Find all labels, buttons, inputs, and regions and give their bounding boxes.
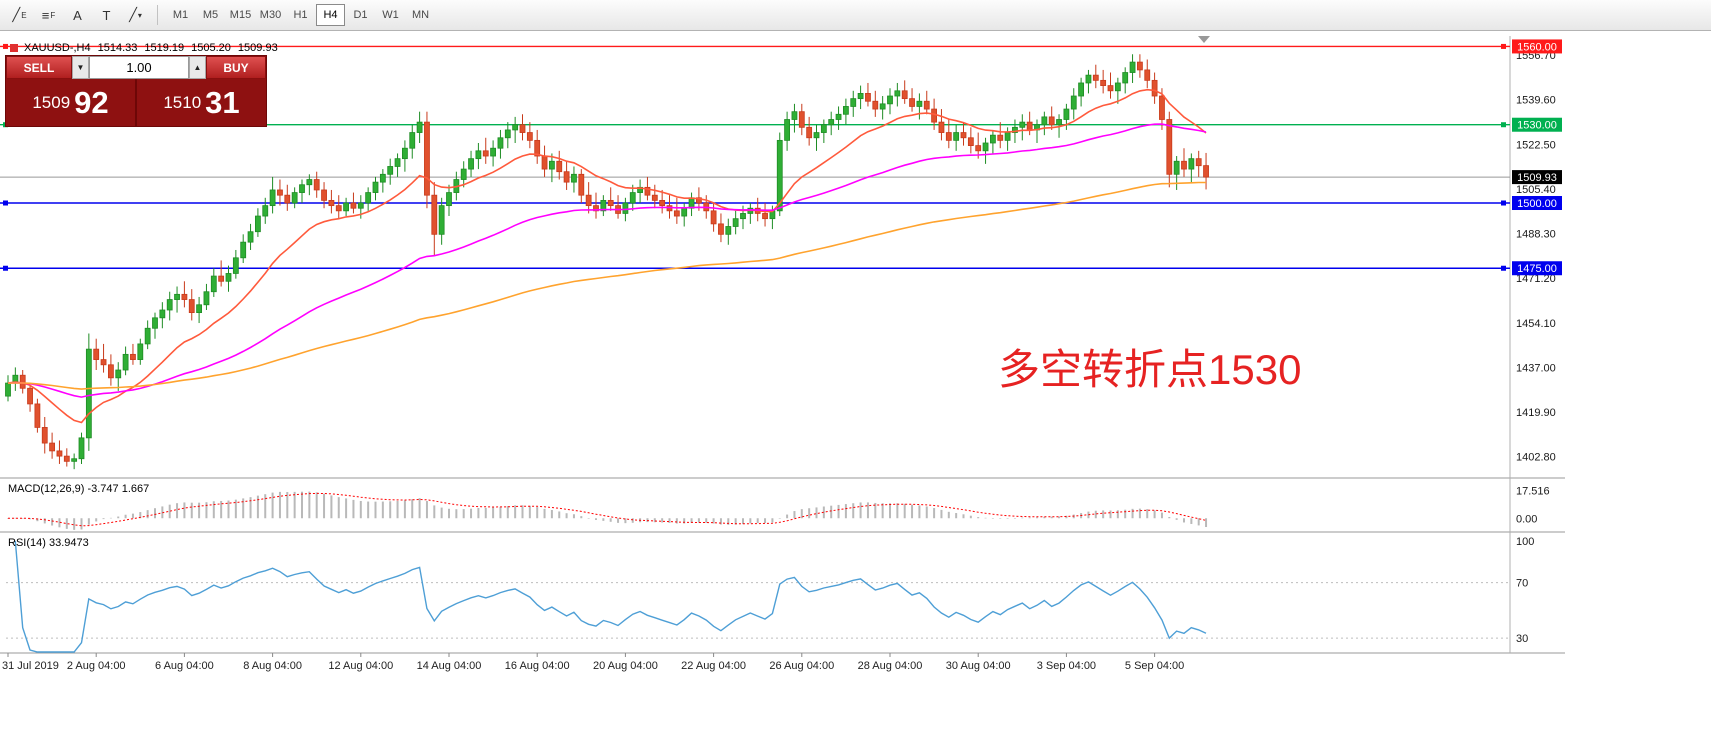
hline-handle[interactable] xyxy=(3,265,8,271)
buy-price-main: 1510 xyxy=(163,92,202,112)
symbol-title: XAUUSD-,H4 xyxy=(24,42,91,54)
toolbar-separator xyxy=(157,5,158,25)
lot-size-input[interactable] xyxy=(89,56,189,79)
time-tick-label: 3 Sep 04:00 xyxy=(1037,660,1096,672)
hline-handle[interactable] xyxy=(1501,200,1506,206)
macd-pane: MACD(12,26,9) -3.747 1.667 17.516 0.00 xyxy=(7,483,1550,530)
rsi-scale-label: 30 xyxy=(1516,633,1528,645)
price-badge-1530.00: 1530.00 xyxy=(1512,117,1562,132)
equidistant-channel-tool[interactable]: ╱ E xyxy=(6,3,33,27)
svg-text:1475.00: 1475.00 xyxy=(1517,263,1557,275)
time-tick-label: 31 Jul 2019 xyxy=(2,660,59,672)
price-tick-label: 1505.40 xyxy=(1516,184,1556,196)
ohlc-high: 1519.19 xyxy=(144,42,185,54)
ma-line-60 xyxy=(7,123,1207,398)
sell-price-pips: 92 xyxy=(74,85,109,120)
ma-line-150 xyxy=(7,181,1206,390)
chart-header: XAUUSD-,H4 1514.33 1519.19 1505.20 1509.… xyxy=(10,42,278,54)
chart-canvas[interactable]: 多空转折点15301556.701539.601522.501505.40148… xyxy=(0,32,1711,738)
chart-annotation: 多空转折点1530 xyxy=(998,346,1301,393)
one-click-trading-panel: SELL ▼ ▲ BUY 1509 92 1510 31 xyxy=(5,55,267,127)
time-tick-label: 12 Aug 04:00 xyxy=(328,660,393,672)
price-badge-1509.93: 1509.93 xyxy=(1512,170,1562,185)
time-tick-label: 20 Aug 04:00 xyxy=(593,660,658,672)
macd-scale-label: 0.00 xyxy=(1516,513,1537,525)
time-tick-label: 5 Sep 04:00 xyxy=(1125,660,1184,672)
timeframe-group: M1 M5 M15 M30 H1 H4 D1 W1 MN xyxy=(166,4,435,26)
time-tick-label: 14 Aug 04:00 xyxy=(417,660,482,672)
ma-line-16 xyxy=(7,88,1207,424)
timeframe-w1-button[interactable]: W1 xyxy=(376,4,405,26)
rsi-pane: RSI(14) 33.9473 100 70 30 xyxy=(6,536,1534,653)
hline-handle[interactable] xyxy=(1501,265,1506,271)
chart-dropdown-arrow-icon[interactable] xyxy=(1198,36,1210,43)
timeframe-m5-button[interactable]: M5 xyxy=(196,4,225,26)
drawing-tools-group: ╱ E ≡ F A T ╱ ▾ xyxy=(6,3,149,27)
price-badge-1500.00: 1500.00 xyxy=(1512,196,1562,211)
rsi-label: RSI(14) 33.9473 xyxy=(8,537,89,549)
price-tick-label: 1471.20 xyxy=(1516,273,1556,285)
price-tick-label: 1419.90 xyxy=(1516,407,1556,419)
price-badge-1560.00: 1560.00 xyxy=(1512,39,1562,54)
price-axis: 1556.701539.601522.501505.401488.301471.… xyxy=(1512,39,1562,464)
price-tick-label: 1437.00 xyxy=(1516,362,1556,374)
sell-price-display[interactable]: 1509 92 xyxy=(6,79,135,126)
price-tick-label: 1488.30 xyxy=(1516,229,1556,241)
price-row: 1509 92 1510 31 xyxy=(6,79,266,126)
time-tick-label: 8 Aug 04:00 xyxy=(243,660,302,672)
macd-scale-label: 17.516 xyxy=(1516,485,1550,497)
svg-text:1509.93: 1509.93 xyxy=(1517,172,1557,184)
macd-signal-line xyxy=(7,492,1207,527)
timeframe-m30-button[interactable]: M30 xyxy=(256,4,285,26)
time-tick-label: 30 Aug 04:00 xyxy=(946,660,1011,672)
order-row: SELL ▼ ▲ BUY xyxy=(6,56,266,79)
price-tick-label: 1402.80 xyxy=(1516,452,1556,464)
svg-text:1560.00: 1560.00 xyxy=(1517,41,1557,53)
timeframe-d1-button[interactable]: D1 xyxy=(346,4,375,26)
svg-text:1530.00: 1530.00 xyxy=(1517,120,1557,132)
timeframe-m1-button[interactable]: M1 xyxy=(166,4,195,26)
time-tick-label: 26 Aug 04:00 xyxy=(769,660,834,672)
hline-handle[interactable] xyxy=(3,43,8,49)
fibonacci-tool[interactable]: ≡ F xyxy=(35,3,62,27)
hline-handle[interactable] xyxy=(1501,43,1506,49)
buy-price-pips: 31 xyxy=(205,85,240,120)
ohlc-close: 1509.93 xyxy=(237,42,278,54)
text-tool[interactable]: A xyxy=(64,3,91,27)
rsi-scale-label: 70 xyxy=(1516,578,1528,590)
price-badge-1475.00: 1475.00 xyxy=(1512,261,1562,276)
timeframe-mn-button[interactable]: MN xyxy=(406,4,435,26)
sell-price-main: 1509 xyxy=(32,92,71,112)
top-toolbar: ╱ E ≡ F A T ╱ ▾ M1 M5 M15 M30 H1 H4 D1 W1 MN xyxy=(0,0,1711,31)
ohlc-open: 1514.33 xyxy=(97,42,138,54)
timeframe-h1-button[interactable]: H1 xyxy=(286,4,315,26)
ohlc-low: 1505.20 xyxy=(191,42,231,54)
price-tick-label: 1454.10 xyxy=(1516,318,1556,330)
time-tick-label: 16 Aug 04:00 xyxy=(505,660,570,672)
timeframe-h4-button[interactable]: H4 xyxy=(316,4,345,26)
sell-button[interactable]: SELL xyxy=(6,56,72,79)
price-divider xyxy=(135,79,137,126)
text-label-tool[interactable]: T xyxy=(93,3,120,27)
lot-decrease-button[interactable]: ▼ xyxy=(72,56,89,79)
macd-label: MACD(12,26,9) -3.747 1.667 xyxy=(8,483,149,495)
time-tick-label: 6 Aug 04:00 xyxy=(155,660,214,672)
rsi-scale-label: 100 xyxy=(1516,536,1534,548)
price-tick-label: 1539.60 xyxy=(1516,95,1556,107)
time-axis: 31 Jul 2019 2 Aug 04:00 6 Aug 04:00 8 Aug 0… xyxy=(2,653,1184,672)
buy-price-display[interactable]: 1510 31 xyxy=(137,79,266,126)
time-tick-label: 2 Aug 04:00 xyxy=(67,660,126,672)
line-tools-dropdown[interactable]: ╱ ▾ xyxy=(122,3,149,27)
svg-text:1500.00: 1500.00 xyxy=(1517,198,1557,210)
hline-handle[interactable] xyxy=(3,200,8,206)
rsi-line xyxy=(14,540,1207,653)
buy-button[interactable]: BUY xyxy=(206,56,266,79)
symbol-bullet-icon xyxy=(10,44,18,52)
time-tick-label: 22 Aug 04:00 xyxy=(681,660,746,672)
price-tick-label: 1522.50 xyxy=(1516,139,1556,151)
time-tick-label: 28 Aug 04:00 xyxy=(858,660,923,672)
lot-increase-button[interactable]: ▲ xyxy=(189,56,206,79)
timeframe-m15-button[interactable]: M15 xyxy=(226,4,255,26)
hline-handle[interactable] xyxy=(1501,122,1506,128)
